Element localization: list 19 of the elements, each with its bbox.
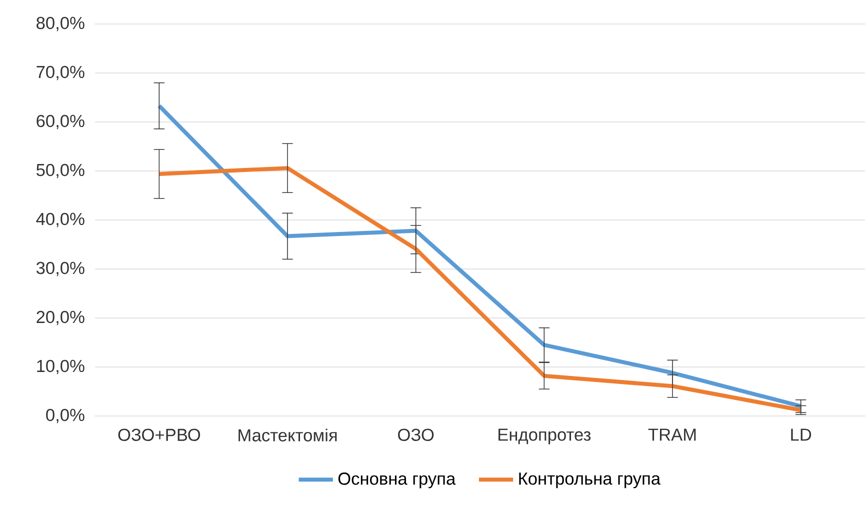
y-tick-label: 20,0%	[36, 310, 84, 326]
x-tick-label: TRAM	[648, 428, 696, 441]
y-tick-label: 60,0%	[36, 114, 84, 130]
legend-label: Основна група	[338, 472, 456, 488]
x-tick-label: LD	[791, 428, 812, 441]
y-tick-label: 50,0%	[36, 164, 84, 178]
y-tick-label: 70,0%	[36, 66, 84, 80]
y-tick-label: 40,0%	[36, 212, 84, 228]
y-tick-label: 30,0%	[36, 262, 84, 276]
x-tick-label: Ендопротез	[498, 428, 591, 444]
legend-label: Контрольна група	[519, 472, 661, 488]
y-tick-label: 0,0%	[46, 408, 84, 424]
y-tick-label: 80,0%	[36, 16, 84, 32]
y-tick-label: 10,0%	[37, 360, 84, 374]
line-series	[157, 104, 803, 408]
x-tick-label: ОЗО	[398, 428, 434, 441]
x-tick-label: Мастектомія	[238, 428, 337, 442]
x-tick-label: ОЗО+РВО	[118, 428, 200, 441]
line-series	[157, 166, 803, 412]
